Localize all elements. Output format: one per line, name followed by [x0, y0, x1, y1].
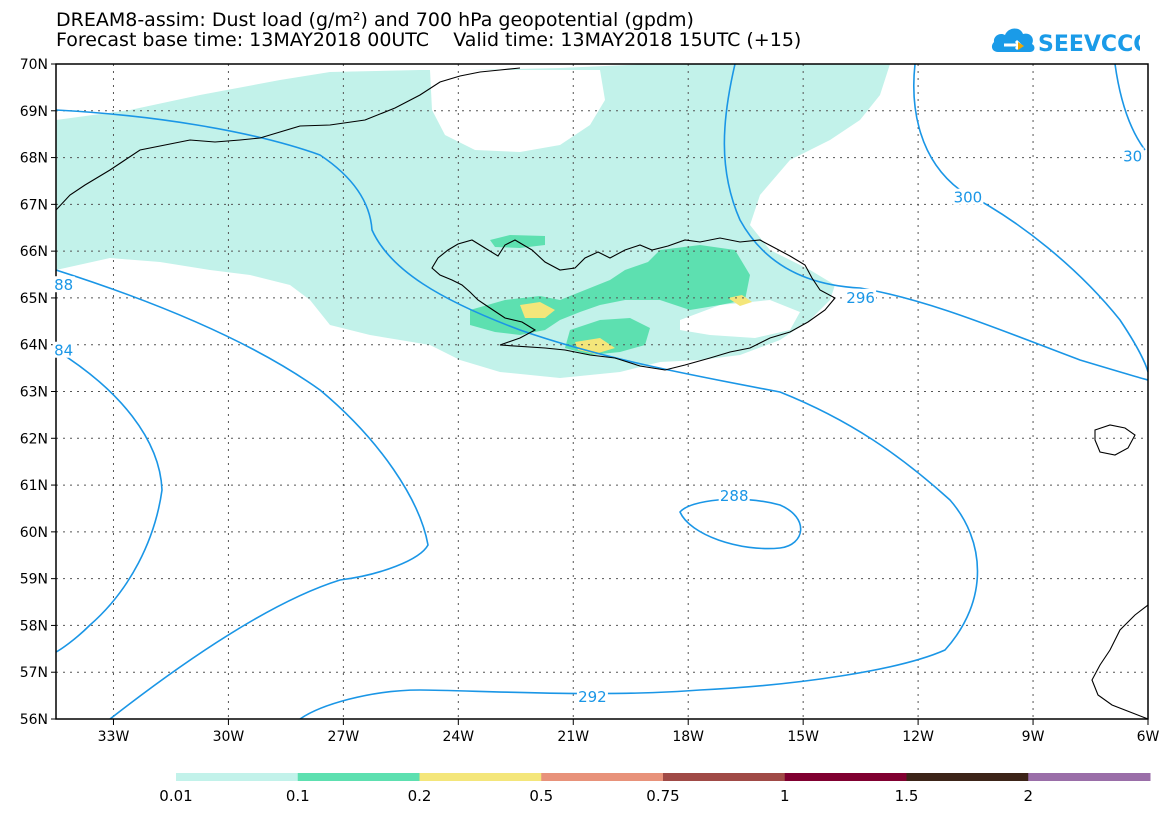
axis-labels: 33W 30W 27W 24W 21W 18W 15W 12W 9W 6W 70N 69N 68N 67N…: [20, 57, 1160, 745]
coast-faroe: [1094, 424, 1136, 456]
lat-tick-label: 68N: [20, 151, 48, 167]
lat-tick-label: 67N: [20, 197, 48, 213]
seevccc-logo: SEEVCCC: [991, 28, 1140, 57]
lon-tick-label: 12W: [902, 729, 934, 745]
contour-line-west: [56, 269, 429, 719]
coastlines: [56, 67, 1148, 719]
contour-line-north: [56, 109, 979, 719]
dust-shading-gaps: [430, 70, 800, 338]
map-subtitle: Forecast base time: 13MAY2018 00UTC Vali…: [56, 29, 802, 51]
lon-tick-label: 33W: [98, 729, 130, 745]
colorbar-label: 0.01: [159, 787, 192, 805]
colorbar-label: 2: [1023, 787, 1033, 805]
contour-line-far-west: [56, 349, 163, 653]
colorbar-swatch: [297, 773, 420, 781]
colorbar-label: 1: [780, 787, 790, 805]
lon-tick-label: 30W: [213, 729, 245, 745]
lat-tick-label: 61N: [20, 478, 48, 494]
lon-tick-label: 18W: [672, 729, 704, 745]
colorbar-label: 0.75: [646, 787, 679, 805]
lat-tick-label: 66N: [20, 244, 48, 260]
lat-tick-label: 62N: [20, 431, 48, 447]
contour-label-bg: [718, 486, 750, 503]
lat-tick-label: 69N: [20, 104, 48, 120]
cloud-icon: [991, 28, 1035, 52]
contour-label-bg: [845, 288, 877, 305]
lon-tick-label: 15W: [787, 729, 819, 745]
map-title: DREAM8-assim: Dust load (g/m²) and 700 h…: [56, 9, 694, 31]
contour-label-bg: [52, 276, 75, 293]
contour-label: 288: [720, 487, 749, 505]
contour-line-300: [723, 64, 1148, 381]
contour-label: 88: [54, 276, 73, 294]
colorbar-swatch: [1028, 773, 1151, 781]
lat-tick-label: 59N: [20, 572, 48, 588]
colorbar-label: 0.5: [529, 787, 553, 805]
colorbar-swatch: [663, 773, 786, 781]
colorbar-label: 1.5: [895, 787, 919, 805]
contour-line-300-east: [913, 64, 1148, 373]
colorbar-swatch: [176, 773, 299, 781]
contour-label: 30: [1123, 148, 1142, 166]
contour-line-304: [1114, 64, 1146, 151]
lon-tick-label: 24W: [442, 729, 474, 745]
colorbar-swatch: [784, 773, 907, 781]
lat-tick-label: 60N: [20, 525, 48, 541]
lat-lon-grid: [56, 64, 1148, 719]
contour-label-bg: [576, 687, 608, 704]
colorbar-label: 0.2: [408, 787, 432, 805]
logo-text: SEEVCCC: [1038, 32, 1140, 57]
contour-label: 296: [846, 289, 875, 307]
colorbar-swatch: [419, 773, 542, 781]
lon-tick-label: 9W: [1022, 729, 1045, 745]
coast-greenland: [56, 67, 521, 211]
lon-tick-label: 21W: [557, 729, 589, 745]
geopotential-contours: [56, 64, 1148, 719]
lat-tick-label: 70N: [20, 57, 48, 73]
coast-scotland: [1091, 604, 1148, 719]
lat-tick-label: 57N: [20, 665, 48, 681]
lat-tick-label: 58N: [20, 618, 48, 634]
colorbar-legend: 0.01 0.1 0.2 0.5 0.75 1 1.5 2: [159, 773, 1151, 805]
colorbar-label: 0.1: [286, 787, 310, 805]
coast-iceland: [431, 237, 836, 371]
colorbar-swatch: [906, 773, 1029, 781]
contour-label: 84: [54, 342, 73, 360]
lat-tick-label: 64N: [20, 338, 48, 354]
colorbar-swatch: [541, 773, 664, 781]
contour-label-bg: [952, 188, 984, 205]
contour-line-288: [679, 498, 802, 550]
lat-tick-label: 63N: [20, 385, 48, 401]
contour-label: 300: [954, 189, 983, 207]
lat-tick-label: 65N: [20, 291, 48, 307]
lon-tick-label: 6W: [1137, 729, 1160, 745]
contour-label-bg: [52, 341, 75, 358]
contour-label-bg: [1121, 147, 1144, 164]
contour-label: 292: [578, 688, 607, 706]
contour-labels: 288 292 296 300 88 84 30: [52, 147, 1144, 706]
lon-tick-label: 27W: [328, 729, 360, 745]
lat-tick-label: 56N: [20, 712, 48, 728]
